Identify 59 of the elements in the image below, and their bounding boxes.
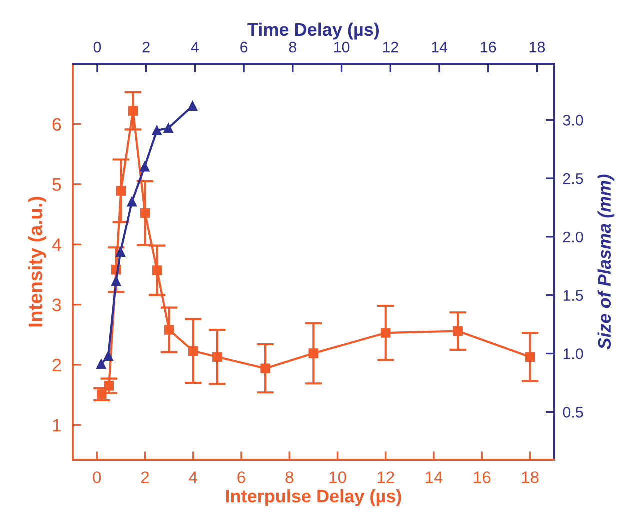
point [96,359,106,370]
point [212,352,222,362]
y2-tick-label: 3.0 [563,115,584,126]
x2-tick-label: 12 [383,42,398,53]
point [164,123,174,134]
y2-axis-title: Size of Plasma (mm) [598,174,615,350]
x-tick-label: 12 [378,472,394,484]
y2-tick-label: 1.5 [564,290,584,302]
y-axis-title: Intensity (a.u.) [28,197,46,327]
y-tick-label: 6 [52,118,62,131]
point [525,352,536,362]
x-tick-label: 2 [141,472,150,484]
point [104,381,114,391]
point [152,126,162,136]
point [308,348,319,358]
point [116,247,126,257]
point [116,186,126,196]
point [104,351,114,361]
x2-tick-label: 0 [94,42,102,53]
x2-tick-label: 10 [334,42,350,53]
point [127,197,138,207]
x-tick-label: 0 [93,472,102,484]
y2-tick-label: 0.5 [563,407,584,418]
point [188,346,198,356]
y2-tick-label: 2.5 [563,173,584,184]
point [188,101,198,111]
y-tick-label: 5 [52,178,62,192]
x2-tick-label: 16 [481,42,496,53]
y-tick-label: 3 [52,298,62,312]
point [128,106,138,116]
x2-tick-label: 18 [530,42,546,53]
y2-tick-label: 2.0 [563,232,584,243]
x2-tick-label: 6 [240,42,248,53]
x-tick-label: 14 [426,472,443,484]
x-tick-label: 4 [189,472,198,484]
x-axis-title: Interpulse Delay (µs) [226,489,402,506]
point [140,208,150,218]
point [152,266,162,276]
y-tick-label: 1 [53,419,62,432]
x-tick-label: 10 [330,472,346,484]
point [111,276,122,286]
x2-tick-label: 4 [191,42,199,53]
x-tick-label: 18 [522,472,539,484]
point [97,390,107,400]
point [164,325,174,335]
point [453,326,463,336]
x2-tick-label: 14 [432,42,448,53]
x2-tick-label: 8 [289,42,296,53]
y-tick-label: 2 [52,358,62,372]
y-tick-label: 4 [52,238,62,252]
x2-axis-title: Time Delay (µs) [248,22,380,40]
x-tick-label: 8 [286,472,294,484]
point [140,162,150,172]
point [260,364,270,374]
x-tick-label: 16 [474,472,491,484]
y2-tick-label: 1.0 [564,348,584,360]
x2-tick-label: 2 [142,42,150,53]
x-tick-label: 6 [238,472,246,484]
point [381,328,391,338]
